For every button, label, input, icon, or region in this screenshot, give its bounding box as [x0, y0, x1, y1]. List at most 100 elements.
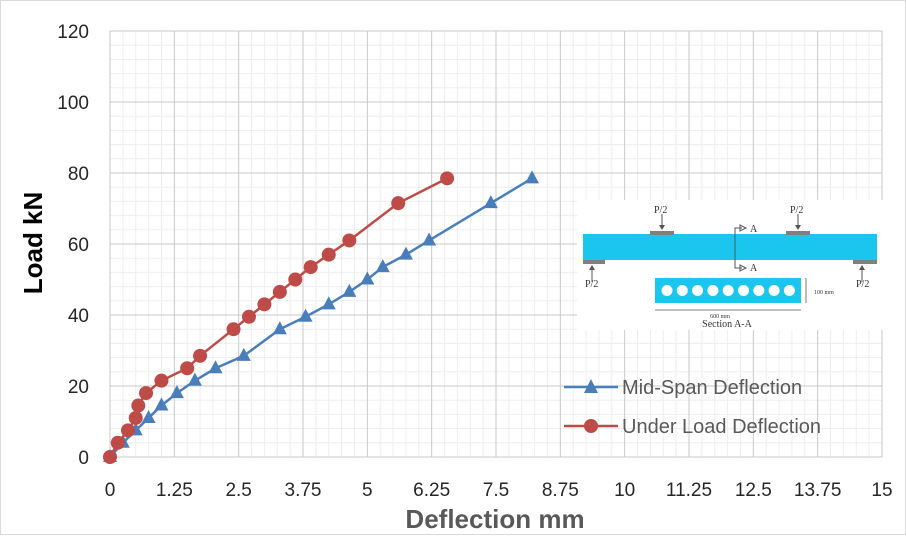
data-point-mid-span — [187, 372, 202, 386]
data-point-mid-span — [169, 385, 184, 399]
legend: Mid-Span Deflection Under Load Deflectio… — [564, 377, 821, 438]
x-tick-label: 12.5 — [735, 480, 772, 501]
data-point-under-load — [193, 348, 208, 363]
legend-label-mid-span: Mid-Span Deflection — [622, 377, 802, 399]
series-layer — [103, 170, 540, 464]
x-tick-labels: 0 1.25 2.5 3.75 5 6.25 7.5 8.75 10 11.25 12.5 13.75… — [105, 480, 893, 501]
beam-elevation — [583, 234, 877, 260]
support-plate-right — [853, 260, 877, 264]
void-circle — [768, 285, 780, 296]
void-circle — [692, 285, 704, 296]
y-tick-label: 20 — [68, 377, 89, 398]
data-point-under-load — [440, 171, 455, 186]
support-label-left: P/2 — [585, 279, 598, 290]
data-point-mid-span — [483, 195, 498, 209]
void-circle — [722, 285, 734, 296]
section-depth-label: 100 mm — [814, 290, 834, 296]
y-tick-label: 40 — [68, 306, 89, 327]
y-tick-label: 80 — [68, 164, 89, 185]
y-tick-label: 60 — [68, 235, 89, 256]
load-label-right: P/2 — [790, 205, 803, 216]
y-tick-labels: 0 20 40 60 80 100 120 — [57, 22, 89, 469]
load-plate-right — [786, 231, 810, 235]
y-tick-label: 100 — [57, 93, 89, 114]
data-point-under-load — [103, 450, 117, 464]
legend-label-under-load: Under Load Deflection — [622, 416, 821, 438]
data-point-under-load — [241, 309, 256, 324]
data-point-mid-span — [360, 271, 375, 285]
data-point-under-load — [288, 272, 303, 287]
data-point-mid-span — [154, 397, 169, 411]
section-arrow-bottom-icon — [739, 264, 748, 272]
data-point-under-load — [128, 410, 143, 425]
x-tick-label: 7.5 — [483, 480, 509, 501]
load-arrowhead-right-icon — [795, 225, 801, 230]
support-plate-left — [583, 260, 605, 264]
section-cut-line — [734, 227, 742, 269]
void-circle — [707, 285, 719, 296]
data-point-under-load — [391, 196, 406, 211]
x-tick-label: 6.25 — [413, 480, 450, 501]
data-point-under-load — [226, 322, 241, 337]
x-tick-label: 1.25 — [156, 480, 193, 501]
data-point-mid-span — [208, 360, 223, 374]
data-point-under-load — [303, 260, 318, 275]
beam-inset-diagram: P/2 P/2 P/2 P/2 A A 100 mm 600 mm Sectio… — [577, 200, 883, 330]
data-point-mid-span — [525, 170, 540, 184]
major-grid — [109, 30, 883, 458]
x-tick-label: 10 — [614, 480, 635, 501]
data-point-under-load — [154, 373, 169, 388]
x-tick-label: 0 — [105, 480, 116, 501]
x-tick-label: 8.75 — [542, 480, 579, 501]
x-axis-title: Deflection mm — [405, 504, 584, 534]
y-axis-title: Load kN — [18, 192, 48, 295]
data-point-mid-span — [342, 283, 357, 297]
data-point-mid-span — [272, 321, 287, 335]
data-point-mid-span — [236, 347, 251, 361]
section-title: Section A-A — [702, 319, 752, 330]
void-circle — [676, 285, 688, 296]
data-point-under-load — [121, 423, 136, 438]
void-circle — [661, 285, 673, 296]
section-mark-bottom: A — [750, 263, 758, 274]
section-mark-top: A — [750, 224, 758, 235]
x-tick-label: 11.25 — [666, 480, 712, 501]
cross-section-voids — [661, 285, 795, 296]
x-tick-label: 2.5 — [225, 480, 251, 501]
x-tick-label: 3.75 — [285, 480, 322, 501]
data-point-mid-span — [321, 296, 336, 310]
y-tick-label: 120 — [57, 22, 89, 43]
data-point-mid-span — [298, 308, 313, 322]
data-point-under-load — [110, 435, 125, 450]
section-arrow-top-icon — [739, 224, 748, 232]
data-point-under-load — [257, 297, 272, 312]
data-point-under-load — [272, 284, 287, 299]
legend-marker-under-load-circle-icon — [584, 419, 598, 433]
load-label-left: P/2 — [654, 205, 667, 216]
support-arrowhead-right-icon — [859, 265, 865, 270]
data-point-mid-span — [375, 259, 390, 273]
inset-background — [577, 200, 883, 330]
data-point-mid-span — [398, 246, 413, 260]
load-plate-left — [650, 231, 674, 235]
support-arrowhead-left-icon — [589, 265, 595, 270]
data-point-under-load — [321, 247, 336, 262]
data-point-mid-span — [422, 232, 437, 246]
section-width-label: 600 mm — [710, 314, 730, 320]
x-tick-label: 5 — [362, 480, 373, 501]
data-point-under-load — [131, 398, 146, 413]
data-point-mid-span — [141, 409, 156, 423]
data-point-under-load — [139, 386, 154, 401]
void-circle — [753, 285, 765, 296]
y-tick-label: 0 — [78, 448, 89, 469]
x-tick-label: 15 — [871, 480, 892, 501]
legend-marker-mid-span-triangle-icon — [584, 379, 598, 393]
void-circle — [738, 285, 749, 296]
void-circle — [783, 285, 795, 296]
data-point-under-load — [342, 233, 357, 248]
x-tick-label: 13.75 — [794, 480, 842, 501]
support-label-right: P/2 — [856, 279, 869, 290]
data-point-under-load — [180, 361, 195, 376]
